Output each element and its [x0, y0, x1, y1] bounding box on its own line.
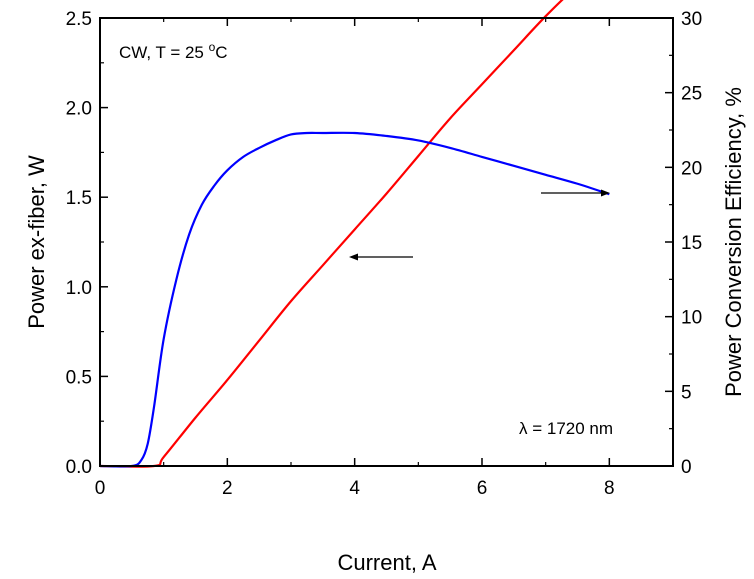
y-tick-label: 2.0 [66, 99, 92, 120]
y-tick-label: 0.5 [66, 367, 92, 388]
degree-superscript: o [209, 40, 216, 54]
plot-frame [99, 17, 674, 467]
y-tick-label: 2.5 [66, 9, 92, 30]
y2-tick-label: 20 [681, 158, 702, 179]
x-tick-label: 6 [477, 478, 488, 499]
y2-tick-label: 15 [681, 233, 702, 254]
conditions-main-text: CW, T = 25 [119, 43, 209, 62]
conditions-unit-text: C [215, 43, 227, 62]
conditions-annotation: CW, T = 25 oC [119, 40, 228, 62]
power-series-line [99, 0, 564, 468]
x-tick-label: 2 [222, 478, 233, 499]
left-axis-arrow [349, 253, 413, 261]
y-axis-title: Power ex-fiber, W [24, 155, 49, 329]
efficiency-series-line [99, 131, 610, 468]
x-axis-title: Current, A [337, 550, 436, 575]
series-layer [99, 0, 610, 468]
y2-tick-label: 0 [681, 457, 692, 478]
y2-tick-label: 10 [681, 308, 702, 329]
x-tick-label: 0 [95, 478, 106, 499]
wavelength-annotation: λ = 1720 nm [519, 419, 613, 438]
y-tick-label: 0.0 [66, 457, 92, 478]
x-tick-label: 8 [604, 478, 615, 499]
y-tick-label: 1.5 [66, 188, 92, 209]
y2-tick-label: 30 [681, 9, 702, 30]
y2-tick-label: 5 [681, 382, 692, 403]
x-tick-label: 4 [349, 478, 360, 499]
y2-axis-title: Power Conversion Efficiency, % [721, 87, 746, 397]
y2-tick-label: 25 [681, 84, 702, 105]
right-axis-arrow [541, 189, 610, 197]
y-tick-label: 1.0 [66, 278, 92, 299]
ticks-layer: 0 2 4 6 8 0.0 0.5 1.0 1.5 2.0 2.5 0 5 10 15 20 25 30 [66, 9, 703, 499]
